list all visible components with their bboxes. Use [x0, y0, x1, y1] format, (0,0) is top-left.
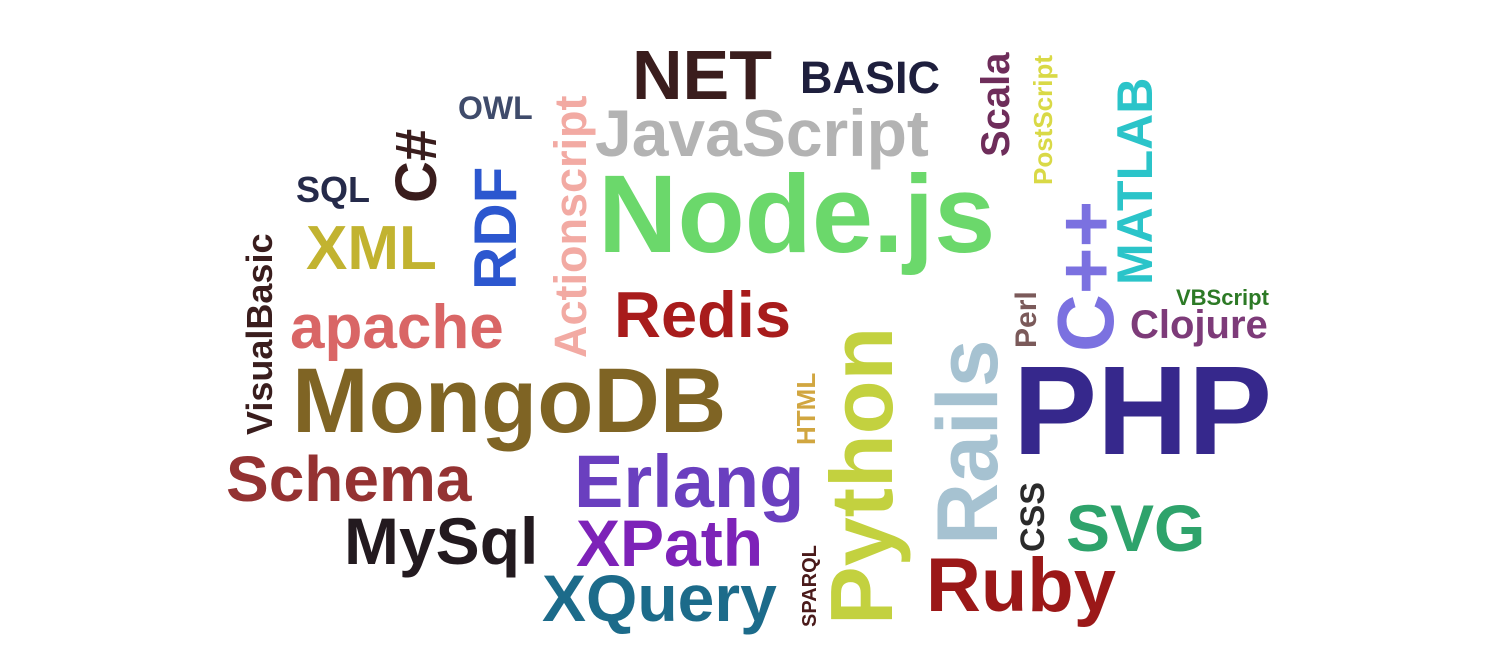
- word-sparql: SPARQL: [799, 545, 821, 627]
- word-ruby: Ruby: [926, 543, 1116, 628]
- word-sql: SQL: [296, 169, 371, 210]
- word-php: PHP: [1013, 340, 1273, 481]
- word-schema: Schema: [226, 443, 472, 515]
- word-csharp: C#: [384, 128, 449, 203]
- word-actionscript: Actionscript: [545, 95, 596, 358]
- word-net: NET: [632, 36, 772, 114]
- word-postscript: PostScript: [1028, 54, 1058, 185]
- word-redis: Redis: [614, 278, 792, 351]
- word-apache: apache: [290, 293, 504, 362]
- word-mongodb: MongoDB: [292, 350, 727, 452]
- word-rdf: RDF: [462, 166, 529, 290]
- word-xpath: XPath: [576, 506, 764, 580]
- word-javascript: JavaScript: [595, 96, 929, 170]
- word-rails: Rails: [920, 339, 1016, 545]
- word-html: HTML: [791, 372, 821, 445]
- word-mysql: MySql: [344, 504, 539, 578]
- word-erlang: Erlang: [574, 440, 805, 523]
- word-nodejs: Node.js: [598, 153, 996, 276]
- word-python: Python: [812, 326, 911, 625]
- word-svg: SVG: [1066, 491, 1206, 565]
- word-xml: XML: [306, 214, 437, 283]
- word-xquery: XQuery: [542, 561, 777, 635]
- word-visualbasic: VisualBasic: [239, 233, 280, 435]
- word-owl: OWL: [458, 90, 533, 126]
- word-vbscript: VBScript: [1176, 285, 1269, 310]
- word-basic: BASIC: [800, 52, 941, 103]
- word-css: CSS: [1014, 482, 1052, 552]
- word-cpp: C++: [1041, 200, 1130, 352]
- word-clojure: Clojure: [1130, 303, 1268, 347]
- word-scala: Scala: [974, 52, 1018, 157]
